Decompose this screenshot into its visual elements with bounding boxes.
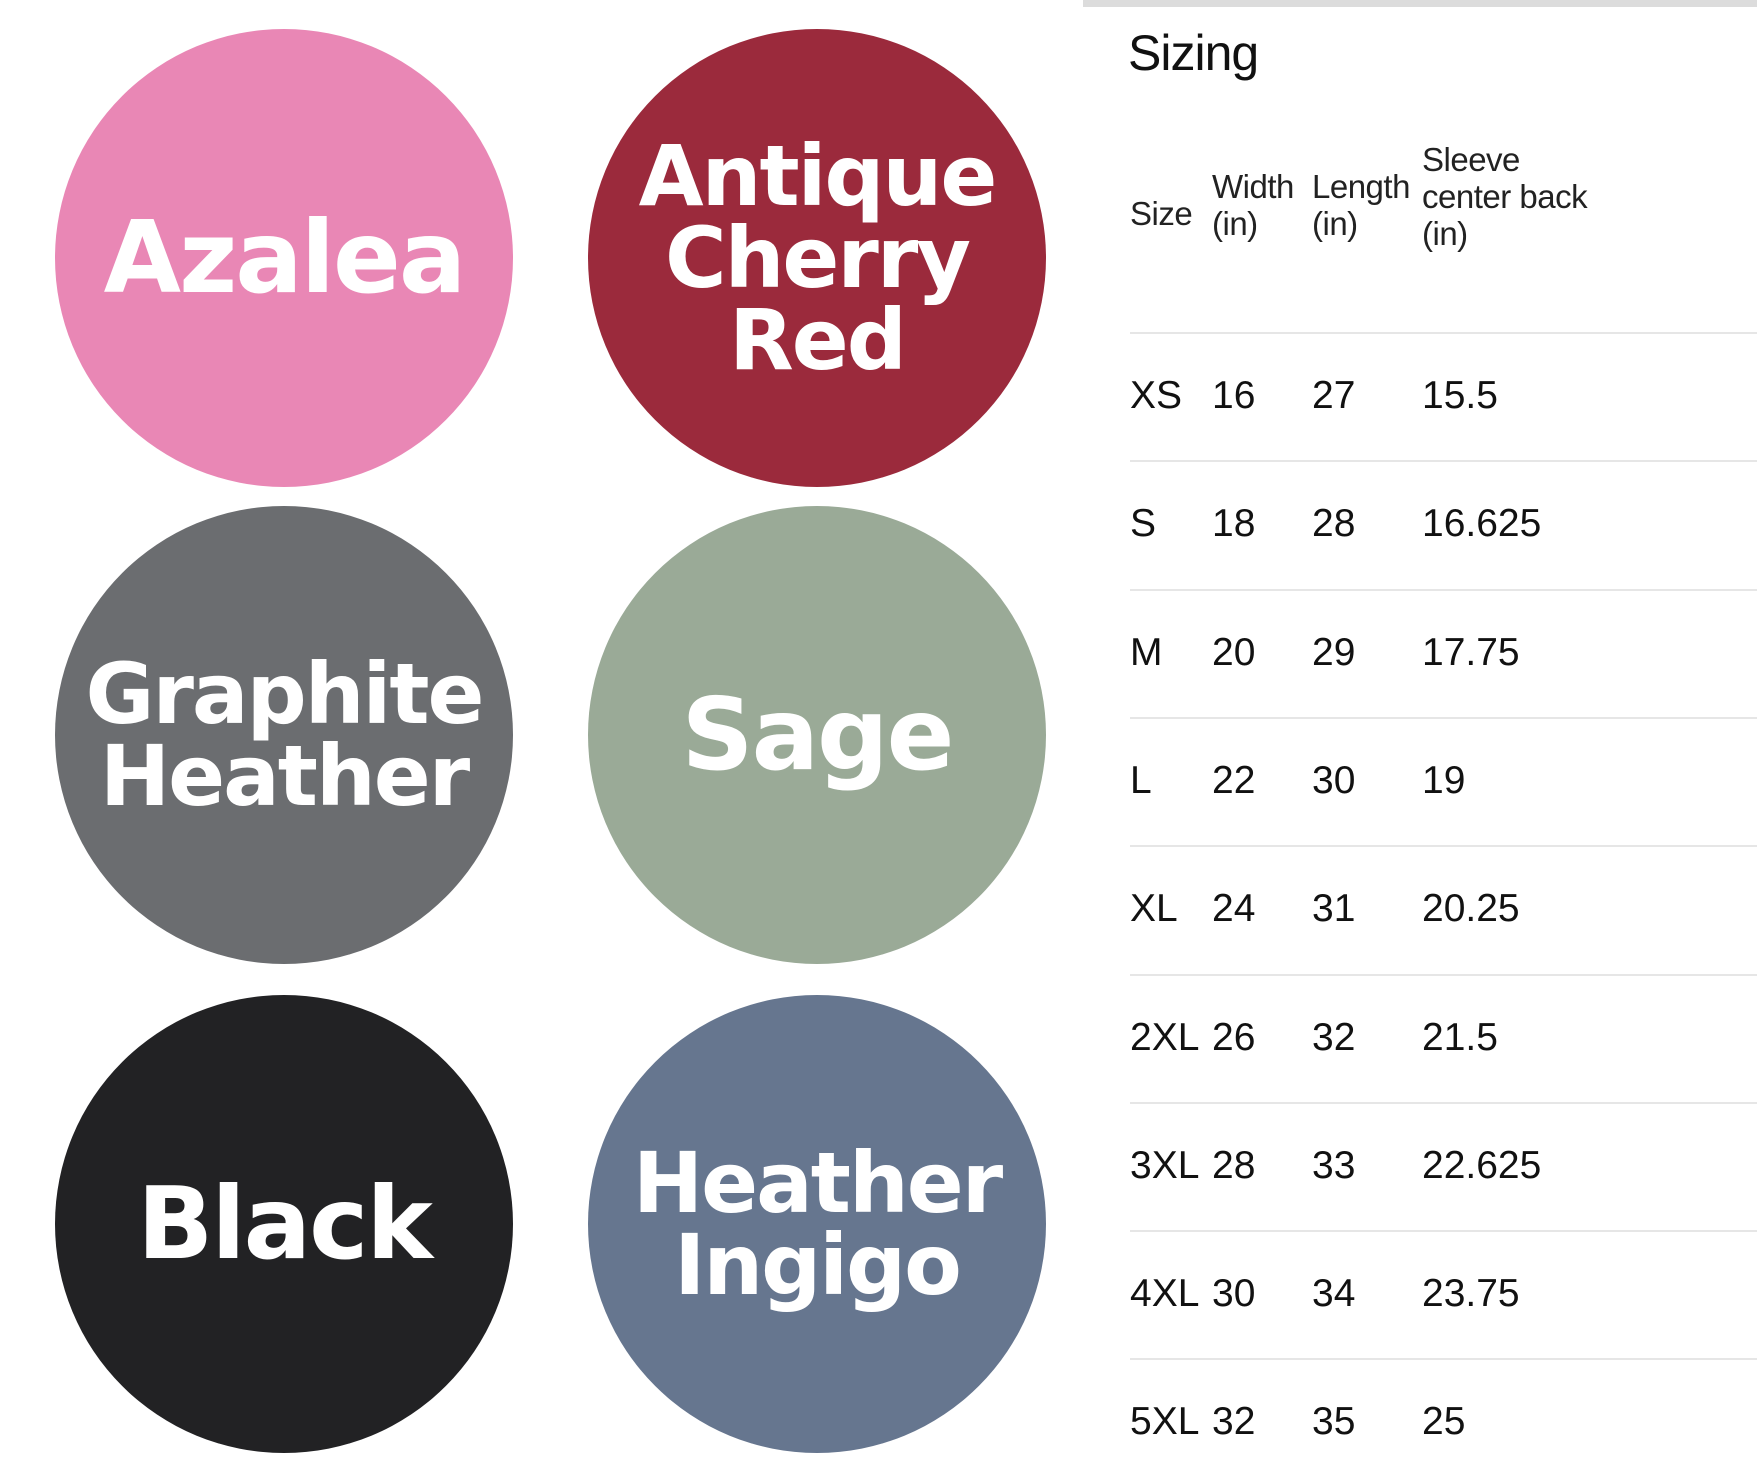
header-width: Width (in) [1212,168,1294,242]
row-divider [1130,716,1757,719]
color-swatch: Antique Cherry Red [588,29,1046,487]
cell-size: 4XL [1130,1272,1200,1316]
color-swatch: Black [55,995,513,1453]
swatch-label: Antique Cherry Red [638,126,998,390]
color-swatch: Azalea [55,29,513,487]
cell-length: 35 [1312,1400,1356,1444]
cell-sleeve: 15.5 [1422,374,1498,417]
cell-size: S [1130,502,1157,546]
color-swatch: Sage [588,506,1046,964]
row-divider [1130,1230,1757,1233]
cell-size: 3XL [1130,1143,1200,1187]
header-sleeve: Sleeve center back (in) [1422,141,1588,252]
cell-width: 32 [1212,1400,1256,1444]
swatch-label: Azalea [103,199,467,316]
cell-length: 30 [1312,758,1356,802]
header-size: Size [1130,195,1193,232]
cell-width: 18 [1212,502,1256,546]
cell-length: 33 [1312,1143,1356,1187]
row-divider [1130,973,1757,976]
cell-width: 22 [1212,758,1256,802]
cell-width: 30 [1212,1272,1256,1316]
cell-length: 31 [1312,887,1356,931]
swatch-label: Heather Ingigo [632,1133,1003,1314]
row-divider [1130,1101,1757,1104]
top-divider-bar [1083,0,1757,7]
swatch-label: Black [137,1165,433,1282]
cell-size: 2XL [1130,1015,1200,1059]
row-divider [1130,588,1757,591]
cell-width: 16 [1212,374,1256,417]
cell-length: 29 [1312,630,1356,674]
color-swatch: Graphite Heather [55,506,513,964]
row-divider [1130,845,1757,848]
header-length: Length (in) [1312,168,1410,242]
color-swatch: Heather Ingigo [588,995,1046,1453]
row-divider [1130,1358,1757,1361]
cell-sleeve: 25 [1422,1400,1466,1444]
cell-length: 34 [1312,1272,1356,1316]
cell-sleeve: 19 [1422,758,1466,802]
cell-length: 32 [1312,1015,1356,1059]
cell-sleeve: 23.75 [1422,1272,1520,1316]
cell-size: XS [1130,374,1183,417]
sizing-title: Sizing [1128,25,1259,81]
cell-width: 20 [1212,630,1256,674]
cell-size: M [1130,630,1163,674]
swatch-label: Graphite Heather [85,644,485,825]
swatch-label: Sage [681,676,955,793]
cell-sleeve: 20.25 [1422,887,1520,931]
cell-size: XL [1130,887,1178,931]
cell-size: 5XL [1130,1400,1200,1444]
cell-size: L [1130,758,1152,802]
cell-sleeve: 22.625 [1422,1143,1542,1187]
row-divider [1130,332,1757,334]
cell-width: 26 [1212,1015,1256,1059]
cell-length: 27 [1312,374,1356,417]
row-divider [1130,460,1757,463]
cell-width: 24 [1212,887,1256,931]
cell-sleeve: 21.5 [1422,1015,1498,1059]
cell-length: 28 [1312,502,1356,546]
cell-sleeve: 16.625 [1422,502,1542,546]
cell-width: 28 [1212,1143,1256,1187]
cell-sleeve: 17.75 [1422,630,1520,674]
